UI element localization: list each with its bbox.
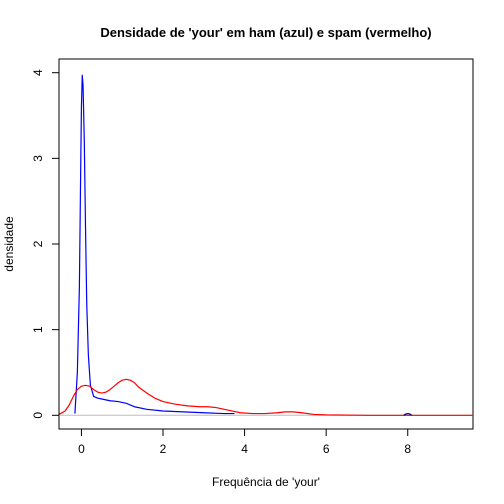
x-tick-label: 2 [160,442,167,456]
y-tick-label: 3 [31,155,45,162]
x-tick-label: 4 [241,442,248,456]
y-axis-label: densidade [2,216,16,272]
y-tick-label: 2 [31,240,45,247]
x-tick-label: 0 [78,442,85,456]
series-line-2 [59,379,473,415]
chart-title: Densidade de 'your' em ham (azul) e spam… [100,25,431,40]
x-axis: 0 2 4 6 8 [78,429,411,456]
series-line-1 [75,75,234,413]
x-axis-label: Frequência de 'your' [212,475,320,489]
y-tick-label: 4 [31,69,45,76]
x-tick-label: 6 [323,442,330,456]
y-tick-label: 1 [31,326,45,333]
y-axis: 0 1 2 3 4 [31,69,59,419]
x-tick-label: 8 [404,442,411,456]
plot-frame [59,59,473,429]
y-tick-label: 0 [31,412,45,419]
